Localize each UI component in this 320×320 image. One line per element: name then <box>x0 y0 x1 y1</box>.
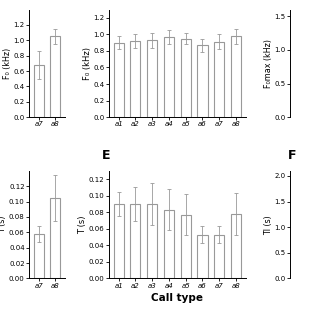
Bar <box>50 36 60 117</box>
Bar <box>197 235 208 278</box>
Bar <box>114 43 124 117</box>
Y-axis label: T (s): T (s) <box>78 215 87 234</box>
Bar <box>34 234 44 278</box>
Bar <box>34 65 44 117</box>
Bar <box>181 38 191 117</box>
Y-axis label: T (s): T (s) <box>0 216 7 233</box>
Bar <box>231 36 241 117</box>
Bar <box>214 235 224 278</box>
Text: E: E <box>102 149 110 162</box>
Text: F: F <box>288 149 297 162</box>
Bar <box>50 198 60 278</box>
Y-axis label: F₀ (kHz): F₀ (kHz) <box>3 48 12 79</box>
Bar <box>130 204 140 278</box>
X-axis label: Call type: Call type <box>151 293 203 303</box>
Text: B: B <box>102 0 111 1</box>
Y-axis label: F₀max (kHz): F₀max (kHz) <box>264 39 273 88</box>
Bar <box>147 204 157 278</box>
Bar <box>214 42 224 117</box>
Bar <box>130 41 140 117</box>
Bar <box>181 215 191 278</box>
Bar <box>197 45 208 117</box>
Text: C: C <box>288 0 297 1</box>
Bar <box>164 210 174 278</box>
Bar <box>231 214 241 278</box>
Bar <box>147 40 157 117</box>
Y-axis label: TI (s): TI (s) <box>264 215 273 235</box>
Y-axis label: F₀ (kHz): F₀ (kHz) <box>83 47 92 80</box>
Bar <box>114 204 124 278</box>
Bar <box>164 37 174 117</box>
